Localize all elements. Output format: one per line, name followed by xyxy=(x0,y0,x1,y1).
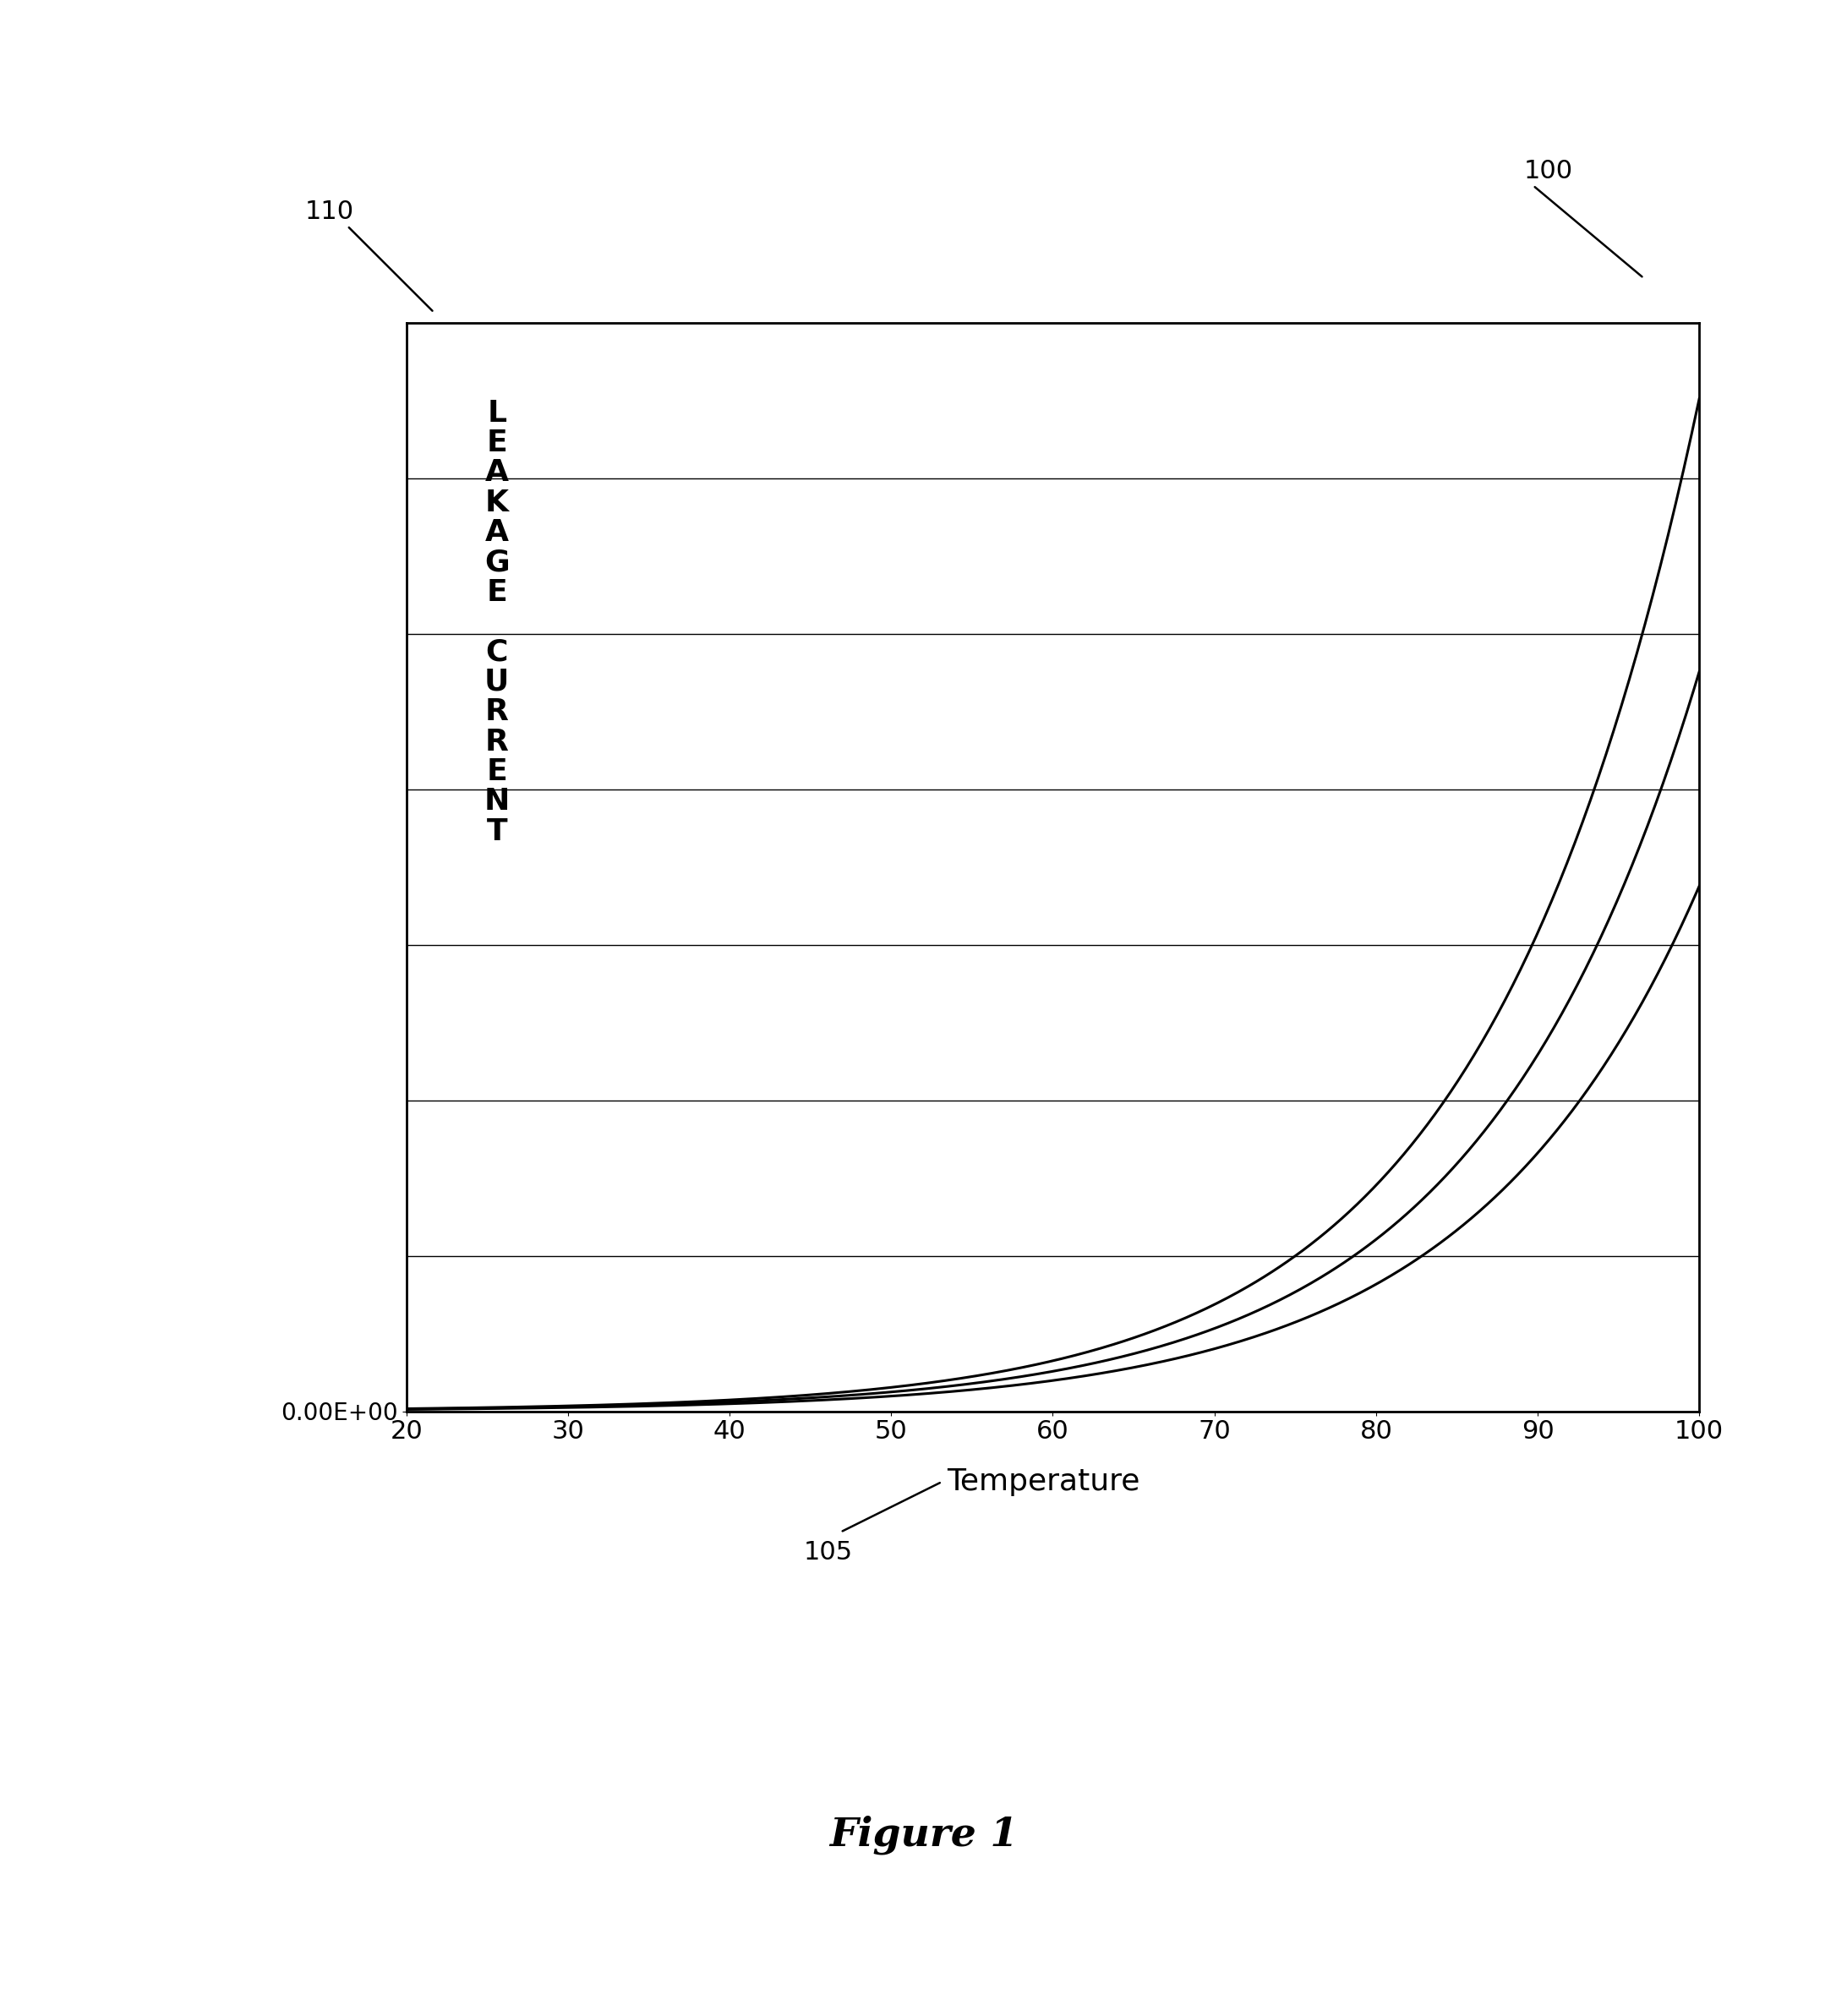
Text: 110: 110 xyxy=(305,200,355,224)
Text: Figure 1: Figure 1 xyxy=(829,1814,1018,1855)
Text: 100: 100 xyxy=(1524,159,1574,183)
Text: L
E
A
K
A
G
E
 
C
U
R
R
E
N
T: L E A K A G E C U R R E N T xyxy=(484,399,510,847)
Text: Temperature: Temperature xyxy=(948,1468,1140,1496)
Text: 105: 105 xyxy=(803,1540,853,1564)
